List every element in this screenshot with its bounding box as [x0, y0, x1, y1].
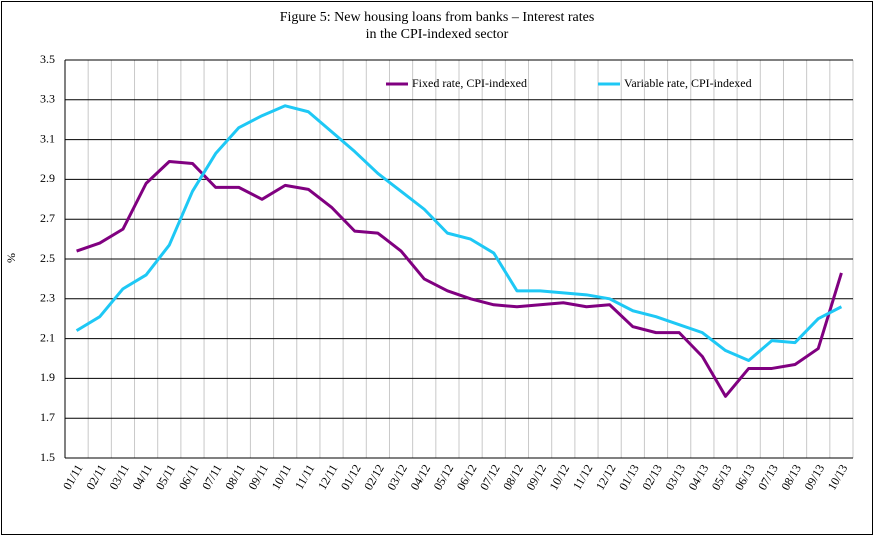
chart-title: in the CPI-indexed sector [366, 27, 509, 42]
y-tick-label: 3.3 [40, 92, 55, 106]
series-line [76, 159, 843, 398]
y-tick-label: 2.3 [40, 291, 55, 305]
legend-label: Fixed rate, CPI-indexed [412, 76, 527, 90]
y-tick-label: 2.5 [40, 251, 55, 265]
series-line [75, 104, 843, 362]
y-tick-label: 2.1 [40, 330, 55, 344]
y-tick-label: 1.7 [40, 410, 55, 424]
y-tick-label: 2.9 [40, 171, 55, 185]
y-tick-label: 3.1 [40, 131, 55, 145]
legend-label: Variable rate, CPI-indexed [624, 76, 752, 90]
y-tick-label: 1.5 [40, 450, 55, 464]
y-tick-label: 3.5 [40, 52, 55, 66]
y-tick-label: 1.9 [40, 370, 55, 384]
y-axis-label: % [4, 253, 18, 263]
y-tick-label: 2.7 [40, 211, 55, 225]
chart-title: Figure 5: New housing loans from banks –… [280, 10, 595, 25]
